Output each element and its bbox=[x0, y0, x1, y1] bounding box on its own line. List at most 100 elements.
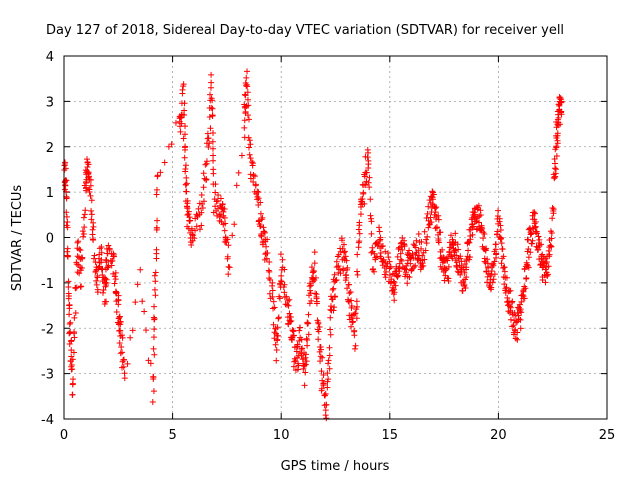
data-point bbox=[73, 261, 80, 268]
data-point bbox=[264, 236, 271, 243]
data-point bbox=[452, 230, 459, 237]
data-point bbox=[327, 331, 334, 338]
data-point bbox=[558, 98, 565, 105]
data-point bbox=[548, 230, 555, 237]
data-point bbox=[469, 231, 476, 238]
data-point bbox=[272, 341, 279, 348]
data-point bbox=[112, 276, 119, 283]
data-point bbox=[86, 173, 93, 180]
data-point bbox=[549, 215, 556, 222]
data-point bbox=[470, 223, 477, 230]
data-point bbox=[533, 243, 540, 250]
data-point bbox=[342, 253, 349, 260]
data-point bbox=[208, 104, 215, 111]
data-point bbox=[349, 318, 356, 325]
data-point bbox=[154, 173, 161, 180]
data-point bbox=[98, 249, 105, 256]
data-point bbox=[183, 174, 190, 181]
data-point bbox=[68, 338, 75, 345]
data-point bbox=[488, 284, 495, 291]
data-point bbox=[203, 160, 210, 167]
data-point bbox=[420, 263, 427, 270]
data-point bbox=[209, 145, 216, 152]
data-point bbox=[325, 360, 332, 367]
data-point bbox=[90, 236, 97, 243]
data-point bbox=[189, 231, 196, 238]
data-point bbox=[149, 399, 156, 406]
data-point bbox=[495, 207, 502, 214]
data-point bbox=[229, 232, 236, 239]
data-point bbox=[379, 242, 386, 249]
data-point bbox=[94, 274, 101, 281]
data-point bbox=[554, 140, 561, 147]
data-point bbox=[289, 327, 296, 334]
data-point bbox=[242, 92, 249, 99]
data-point bbox=[199, 204, 206, 211]
data-point bbox=[483, 245, 490, 252]
data-point bbox=[226, 264, 233, 271]
data-point bbox=[324, 378, 331, 385]
data-point bbox=[320, 372, 327, 379]
data-point bbox=[404, 280, 411, 287]
data-point bbox=[376, 224, 383, 231]
data-point bbox=[382, 274, 389, 281]
data-point bbox=[259, 214, 266, 221]
data-point bbox=[137, 266, 144, 273]
data-point bbox=[365, 157, 372, 164]
data-point bbox=[80, 231, 87, 238]
data-point bbox=[257, 210, 264, 217]
data-point bbox=[518, 298, 525, 305]
data-point bbox=[498, 235, 505, 242]
data-point bbox=[315, 328, 322, 335]
data-point bbox=[371, 250, 378, 257]
data-point bbox=[322, 407, 329, 414]
data-point bbox=[412, 262, 419, 269]
data-point bbox=[503, 274, 510, 281]
data-point bbox=[183, 180, 190, 187]
data-point bbox=[341, 248, 348, 255]
data-point bbox=[517, 325, 524, 332]
grid-layer bbox=[64, 56, 607, 419]
data-point bbox=[121, 356, 128, 363]
data-point bbox=[93, 281, 100, 288]
y-tick-label: 1 bbox=[46, 186, 54, 201]
data-point bbox=[157, 169, 164, 176]
data-point bbox=[208, 95, 215, 102]
plot-frame bbox=[63, 55, 608, 420]
data-point bbox=[100, 286, 107, 293]
data-point bbox=[316, 323, 323, 330]
data-point bbox=[425, 203, 432, 210]
data-point bbox=[452, 247, 459, 254]
data-point bbox=[439, 246, 446, 253]
data-point bbox=[313, 291, 320, 298]
data-point bbox=[269, 287, 276, 294]
data-point bbox=[251, 173, 258, 180]
data-point bbox=[73, 284, 80, 291]
data-point bbox=[225, 242, 232, 249]
data-point bbox=[330, 285, 337, 292]
data-point bbox=[298, 336, 305, 343]
data-point bbox=[71, 334, 78, 341]
data-point bbox=[263, 255, 270, 262]
data-point bbox=[298, 352, 305, 359]
data-point bbox=[177, 128, 184, 135]
data-point bbox=[294, 366, 301, 373]
data-point bbox=[66, 305, 73, 312]
data-point bbox=[410, 264, 417, 271]
data-point bbox=[519, 291, 526, 298]
data-point bbox=[153, 255, 160, 262]
data-point bbox=[395, 245, 402, 252]
data-point bbox=[339, 237, 346, 244]
y-tick-label: 0 bbox=[46, 232, 54, 247]
data-point bbox=[209, 113, 216, 120]
data-point bbox=[151, 286, 158, 293]
data-point bbox=[284, 301, 291, 308]
data-point bbox=[275, 314, 282, 321]
data-point bbox=[153, 246, 160, 253]
data-point bbox=[377, 236, 384, 243]
data-point bbox=[474, 206, 481, 213]
data-point bbox=[547, 242, 554, 249]
y-tick-label: -3 bbox=[41, 368, 54, 383]
data-point bbox=[458, 258, 465, 265]
data-point bbox=[210, 129, 217, 136]
